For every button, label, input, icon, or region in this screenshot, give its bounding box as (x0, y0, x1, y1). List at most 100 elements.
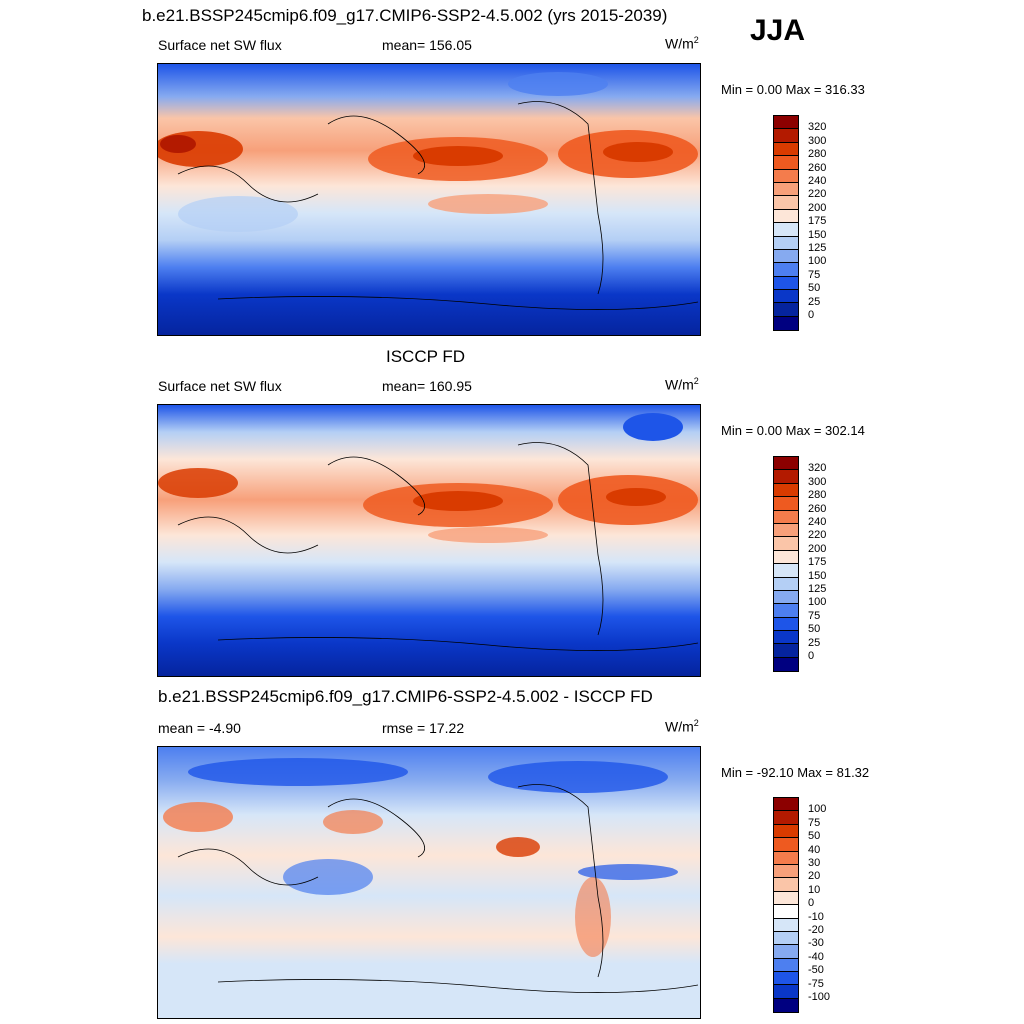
colorbar-tick-label: 200 (808, 201, 827, 214)
colorbar-swatch (774, 116, 798, 130)
colorbar-swatch (774, 510, 798, 524)
colorbar-tick-label: 280 (808, 148, 827, 161)
panel1-map (157, 63, 701, 336)
panel1-variable-label: Surface net SW flux (158, 37, 282, 53)
panel2-colorbar (773, 456, 799, 673)
colorbar-swatch (774, 550, 798, 565)
colorbar-tick-label: 100 (808, 803, 827, 816)
panel2-variable-label: Surface net SW flux (158, 378, 282, 394)
panel2-units: W/m2 (665, 376, 699, 393)
colorbar-tick-label: 0 (808, 309, 815, 321)
colorbar-tick-label: 50 (808, 623, 821, 636)
season-label: JJA (750, 14, 806, 47)
colorbar-tick-label: -30 (808, 937, 824, 950)
colorbar-swatch (774, 196, 798, 210)
colorbar-swatch (774, 931, 798, 946)
colorbar-swatch (774, 182, 798, 197)
colorbar-swatch (774, 864, 798, 879)
colorbar-swatch (774, 276, 798, 291)
colorbar-tick-label: 240 (808, 516, 827, 528)
colorbar-tick-label: -20 (808, 924, 824, 936)
panel2-title: ISCCP FD (386, 347, 466, 366)
colorbar-tick-label: 240 (808, 175, 827, 187)
colorbar-swatch (774, 169, 798, 183)
colorbar-tick-label: 25 (808, 636, 821, 649)
panel1-mean-label: mean= 156.05 (382, 37, 472, 53)
panel3-units: W/m2 (665, 718, 699, 735)
colorbar-tick-label: 0 (808, 650, 815, 662)
colorbar-tick-label: 260 (808, 161, 827, 174)
panel3-mean-label: mean = -4.90 (158, 720, 241, 736)
colorbar-tick-label: 280 (808, 489, 827, 502)
colorbar-tick-label: 150 (808, 569, 827, 582)
colorbar-tick-label: 20 (808, 870, 821, 883)
colorbar-tick-label: -75 (808, 977, 824, 990)
colorbar-tick-label: 75 (808, 816, 821, 829)
colorbar-swatch (774, 998, 798, 1013)
colorbar-swatch (774, 631, 798, 645)
panel1-title: b.e21.BSSP245cmip6.f09_g17.CMIP6-SSP2-4.… (142, 6, 668, 25)
panel2-minmax: Min = 0.00 Max = 302.14 (721, 423, 865, 438)
colorbar-tick-label: 75 (808, 609, 821, 622)
colorbar-swatch (774, 236, 798, 250)
panel2-mean-label: mean= 160.95 (382, 378, 472, 394)
colorbar-swatch (774, 249, 798, 264)
colorbar-tick-label: -10 (808, 910, 824, 923)
colorbar-swatch (774, 209, 798, 224)
colorbar-swatch (774, 537, 798, 551)
colorbar-tick-label: 220 (808, 188, 827, 201)
colorbar-swatch (774, 838, 798, 852)
colorbar-tick-label: -50 (808, 964, 824, 977)
colorbar-swatch (774, 657, 798, 672)
panel3-colorbar (773, 797, 799, 1014)
colorbar-swatch (774, 878, 798, 892)
colorbar-swatch (774, 263, 798, 277)
panel3-minmax: Min = -92.10 Max = 81.32 (721, 765, 870, 780)
colorbar-tick-label: 300 (808, 134, 827, 147)
colorbar-tick-label: 50 (808, 282, 821, 295)
colorbar-swatch (774, 945, 798, 959)
colorbar-tick-label: 125 (808, 583, 827, 595)
colorbar-swatch (774, 316, 798, 331)
colorbar-tick-label: 260 (808, 502, 827, 515)
colorbar-swatch (774, 303, 798, 317)
colorbar-tick-label: 200 (808, 542, 827, 555)
colorbar-swatch (774, 891, 798, 906)
colorbar-tick-label: 150 (808, 228, 827, 241)
colorbar-swatch (774, 617, 798, 632)
panel2-map (157, 404, 701, 677)
colorbar-swatch (774, 497, 798, 511)
panel1-minmax: Min = 0.00 Max = 316.33 (721, 82, 865, 97)
colorbar-tick-label: 75 (808, 268, 821, 281)
colorbar-tick-label: 10 (808, 883, 821, 896)
colorbar-tick-label: 125 (808, 242, 827, 254)
panel3-rmse-label: rmse = 17.22 (382, 720, 465, 736)
panel1-colorbar (773, 115, 799, 332)
colorbar-tick-label: 25 (808, 295, 821, 308)
colorbar-tick-label: 175 (808, 556, 827, 569)
colorbar-swatch (774, 604, 798, 618)
colorbar-swatch (774, 905, 798, 919)
colorbar-tick-label: 320 (808, 462, 827, 475)
colorbar-swatch (774, 972, 798, 986)
colorbar-tick-label: 40 (808, 843, 821, 856)
colorbar-tick-label: 30 (808, 857, 821, 869)
colorbar-tick-label: -40 (808, 950, 824, 963)
colorbar-tick-label: 220 (808, 529, 827, 542)
colorbar-swatch (774, 156, 798, 170)
colorbar-swatch (774, 142, 798, 157)
colorbar-swatch (774, 223, 798, 237)
colorbar-swatch (774, 564, 798, 578)
colorbar-tick-label: 50 (808, 830, 821, 843)
panel3-title: b.e21.BSSP245cmip6.f09_g17.CMIP6-SSP2-4.… (158, 687, 653, 706)
colorbar-tick-label: 100 (808, 255, 827, 268)
panel1-units: W/m2 (665, 35, 699, 52)
colorbar-swatch (774, 523, 798, 538)
colorbar-tick-label: 300 (808, 475, 827, 488)
colorbar-swatch (774, 590, 798, 605)
colorbar-tick-label: 0 (808, 897, 815, 910)
colorbar-swatch (774, 851, 798, 865)
colorbar-swatch (774, 457, 798, 471)
colorbar-swatch (774, 483, 798, 498)
colorbar-swatch (774, 129, 798, 143)
